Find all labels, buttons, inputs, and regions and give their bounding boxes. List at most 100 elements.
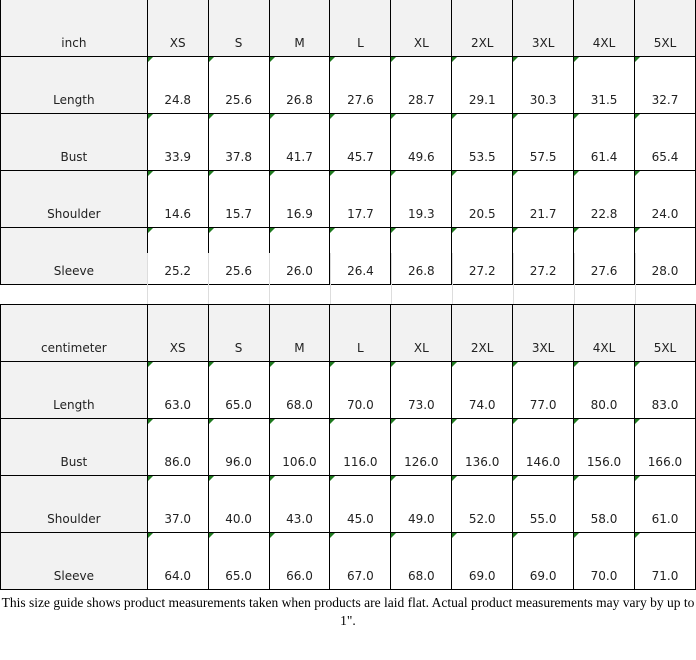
gridline bbox=[574, 253, 575, 304]
size-header: S bbox=[207, 304, 270, 362]
measurement-value: 73.0 bbox=[390, 361, 453, 419]
measurement-value: 31.5 bbox=[573, 56, 635, 114]
unit-label: centimeter bbox=[0, 304, 148, 362]
measurement-value: 49.0 bbox=[390, 475, 453, 533]
size-header: 2XL bbox=[451, 0, 514, 57]
measurement-value: 21.7 bbox=[512, 170, 575, 228]
measurement-value: 69.0 bbox=[512, 532, 575, 590]
gridline bbox=[147, 253, 148, 304]
measurement-value: 166.0 bbox=[633, 418, 696, 476]
measurement-value: 74.0 bbox=[451, 361, 514, 419]
size-header: 4XL bbox=[573, 0, 635, 57]
measurement-value: 80.0 bbox=[573, 361, 635, 419]
measurement-value: 32.7 bbox=[634, 56, 696, 114]
measurement-value: 146.0 bbox=[512, 418, 575, 476]
gridline bbox=[452, 253, 453, 304]
measurement-value: 53.5 bbox=[451, 113, 514, 171]
measurement-value: 19.3 bbox=[390, 170, 453, 228]
measurement-value: 156.0 bbox=[573, 418, 635, 476]
measurement-value: 66.0 bbox=[268, 532, 331, 590]
inch-size-table: inch XS S M L XL 2XL 3XL 4XL 5XL Length 24.8 25.6 26.… bbox=[0, 0, 696, 285]
gridline bbox=[513, 253, 514, 304]
measurement-value: 37.0 bbox=[146, 475, 209, 533]
measurement-value: 68.0 bbox=[390, 532, 453, 590]
measurement-value: 20.5 bbox=[451, 170, 514, 228]
measurement-value: 65.0 bbox=[207, 361, 270, 419]
measurement-value: 15.7 bbox=[207, 170, 270, 228]
measurement-value: 58.0 bbox=[573, 475, 635, 533]
measurement-value: 67.0 bbox=[329, 532, 392, 590]
measurement-value: 116.0 bbox=[329, 418, 392, 476]
size-header: L bbox=[329, 0, 392, 57]
measurement-value: 27.6 bbox=[573, 227, 635, 285]
measurement-label: Sleeve bbox=[0, 227, 148, 285]
measurement-value: 96.0 bbox=[207, 418, 270, 476]
measurement-label: Shoulder bbox=[0, 170, 148, 228]
centimeter-size-table: centimeter XS S M L XL 2XL 3XL 4XL 5XL Length 63.0 6… bbox=[0, 304, 696, 590]
measurement-value: 45.7 bbox=[329, 113, 392, 171]
table-row: Bust 33.9 37.8 41.7 45.7 49.6 53.5 57.5 61.4 65.4 bbox=[0, 113, 696, 171]
measurement-value: 26.8 bbox=[268, 56, 331, 114]
measurement-value: 37.8 bbox=[207, 113, 270, 171]
size-header: M bbox=[268, 304, 331, 362]
gridline bbox=[635, 253, 636, 304]
size-header: M bbox=[268, 0, 331, 57]
measurement-value: 65.4 bbox=[634, 113, 696, 171]
size-header: 3XL bbox=[512, 304, 575, 362]
table-row: Sleeve 64.0 65.0 66.0 67.0 68.0 69.0 69.0 70.0 71… bbox=[0, 532, 696, 590]
measurement-value: 40.0 bbox=[207, 475, 270, 533]
header-row: inch XS S M L XL 2XL 3XL 4XL 5XL bbox=[0, 0, 696, 57]
table-row: Bust 86.0 96.0 106.0 116.0 126.0 136.0 146.0 156… bbox=[0, 418, 696, 476]
measurement-label: Length bbox=[0, 361, 148, 419]
measurement-value: 52.0 bbox=[451, 475, 514, 533]
measurement-value: 14.6 bbox=[146, 170, 209, 228]
gridline bbox=[208, 253, 209, 304]
measurement-value: 106.0 bbox=[268, 418, 331, 476]
measurement-label: Bust bbox=[0, 113, 148, 171]
measurement-value: 65.0 bbox=[207, 532, 270, 590]
measurement-value: 43.0 bbox=[268, 475, 331, 533]
size-header: L bbox=[329, 304, 392, 362]
measurement-value: 28.7 bbox=[390, 56, 453, 114]
measurement-value: 55.0 bbox=[512, 475, 575, 533]
table-row: Shoulder 37.0 40.0 43.0 45.0 49.0 52.0 55.0 58.0… bbox=[0, 475, 696, 533]
measurement-value: 25.6 bbox=[207, 56, 270, 114]
size-header: XL bbox=[390, 304, 453, 362]
measurement-value: 27.2 bbox=[451, 227, 514, 285]
measurement-value: 126.0 bbox=[390, 418, 453, 476]
unit-label: inch bbox=[0, 0, 148, 57]
measurement-value: 26.8 bbox=[390, 227, 453, 285]
size-header: S bbox=[207, 0, 270, 57]
measurement-value: 69.0 bbox=[451, 532, 514, 590]
measurement-value: 30.3 bbox=[512, 56, 575, 114]
header-row: centimeter XS S M L XL 2XL 3XL 4XL 5XL bbox=[0, 304, 696, 362]
gridline bbox=[391, 253, 392, 304]
size-header: XS bbox=[146, 304, 209, 362]
measurement-value: 22.8 bbox=[573, 170, 635, 228]
measurement-label: Sleeve bbox=[0, 532, 148, 590]
measurement-value: 136.0 bbox=[451, 418, 514, 476]
measurement-value: 45.0 bbox=[329, 475, 392, 533]
measurement-value: 24.8 bbox=[146, 56, 209, 114]
measurement-value: 63.0 bbox=[146, 361, 209, 419]
size-header: 5XL bbox=[634, 0, 696, 57]
measurement-label: Bust bbox=[0, 418, 148, 476]
size-header: 5XL bbox=[633, 304, 696, 362]
measurement-value: 49.6 bbox=[390, 113, 453, 171]
size-header: 3XL bbox=[512, 0, 575, 57]
measurement-value: 28.0 bbox=[634, 227, 696, 285]
gridline bbox=[330, 253, 331, 304]
measurement-value: 64.0 bbox=[146, 532, 209, 590]
measurement-value: 77.0 bbox=[512, 361, 575, 419]
table-row: Length 63.0 65.0 68.0 70.0 73.0 74.0 77.0 80.0 83… bbox=[0, 361, 696, 419]
size-guide-note: This size guide shows product measuremen… bbox=[1, 595, 695, 628]
measurement-value: 70.0 bbox=[573, 532, 635, 590]
size-header: XL bbox=[390, 0, 453, 57]
size-header: XS bbox=[146, 0, 209, 57]
measurement-value: 70.0 bbox=[329, 361, 392, 419]
measurement-value: 61.0 bbox=[633, 475, 696, 533]
measurement-value: 57.5 bbox=[512, 113, 575, 171]
table-row: Length 24.8 25.6 26.8 27.6 28.7 29.1 30.3 31.5 32… bbox=[0, 56, 696, 114]
measurement-value: 26.4 bbox=[329, 227, 392, 285]
measurement-label: Shoulder bbox=[0, 475, 148, 533]
